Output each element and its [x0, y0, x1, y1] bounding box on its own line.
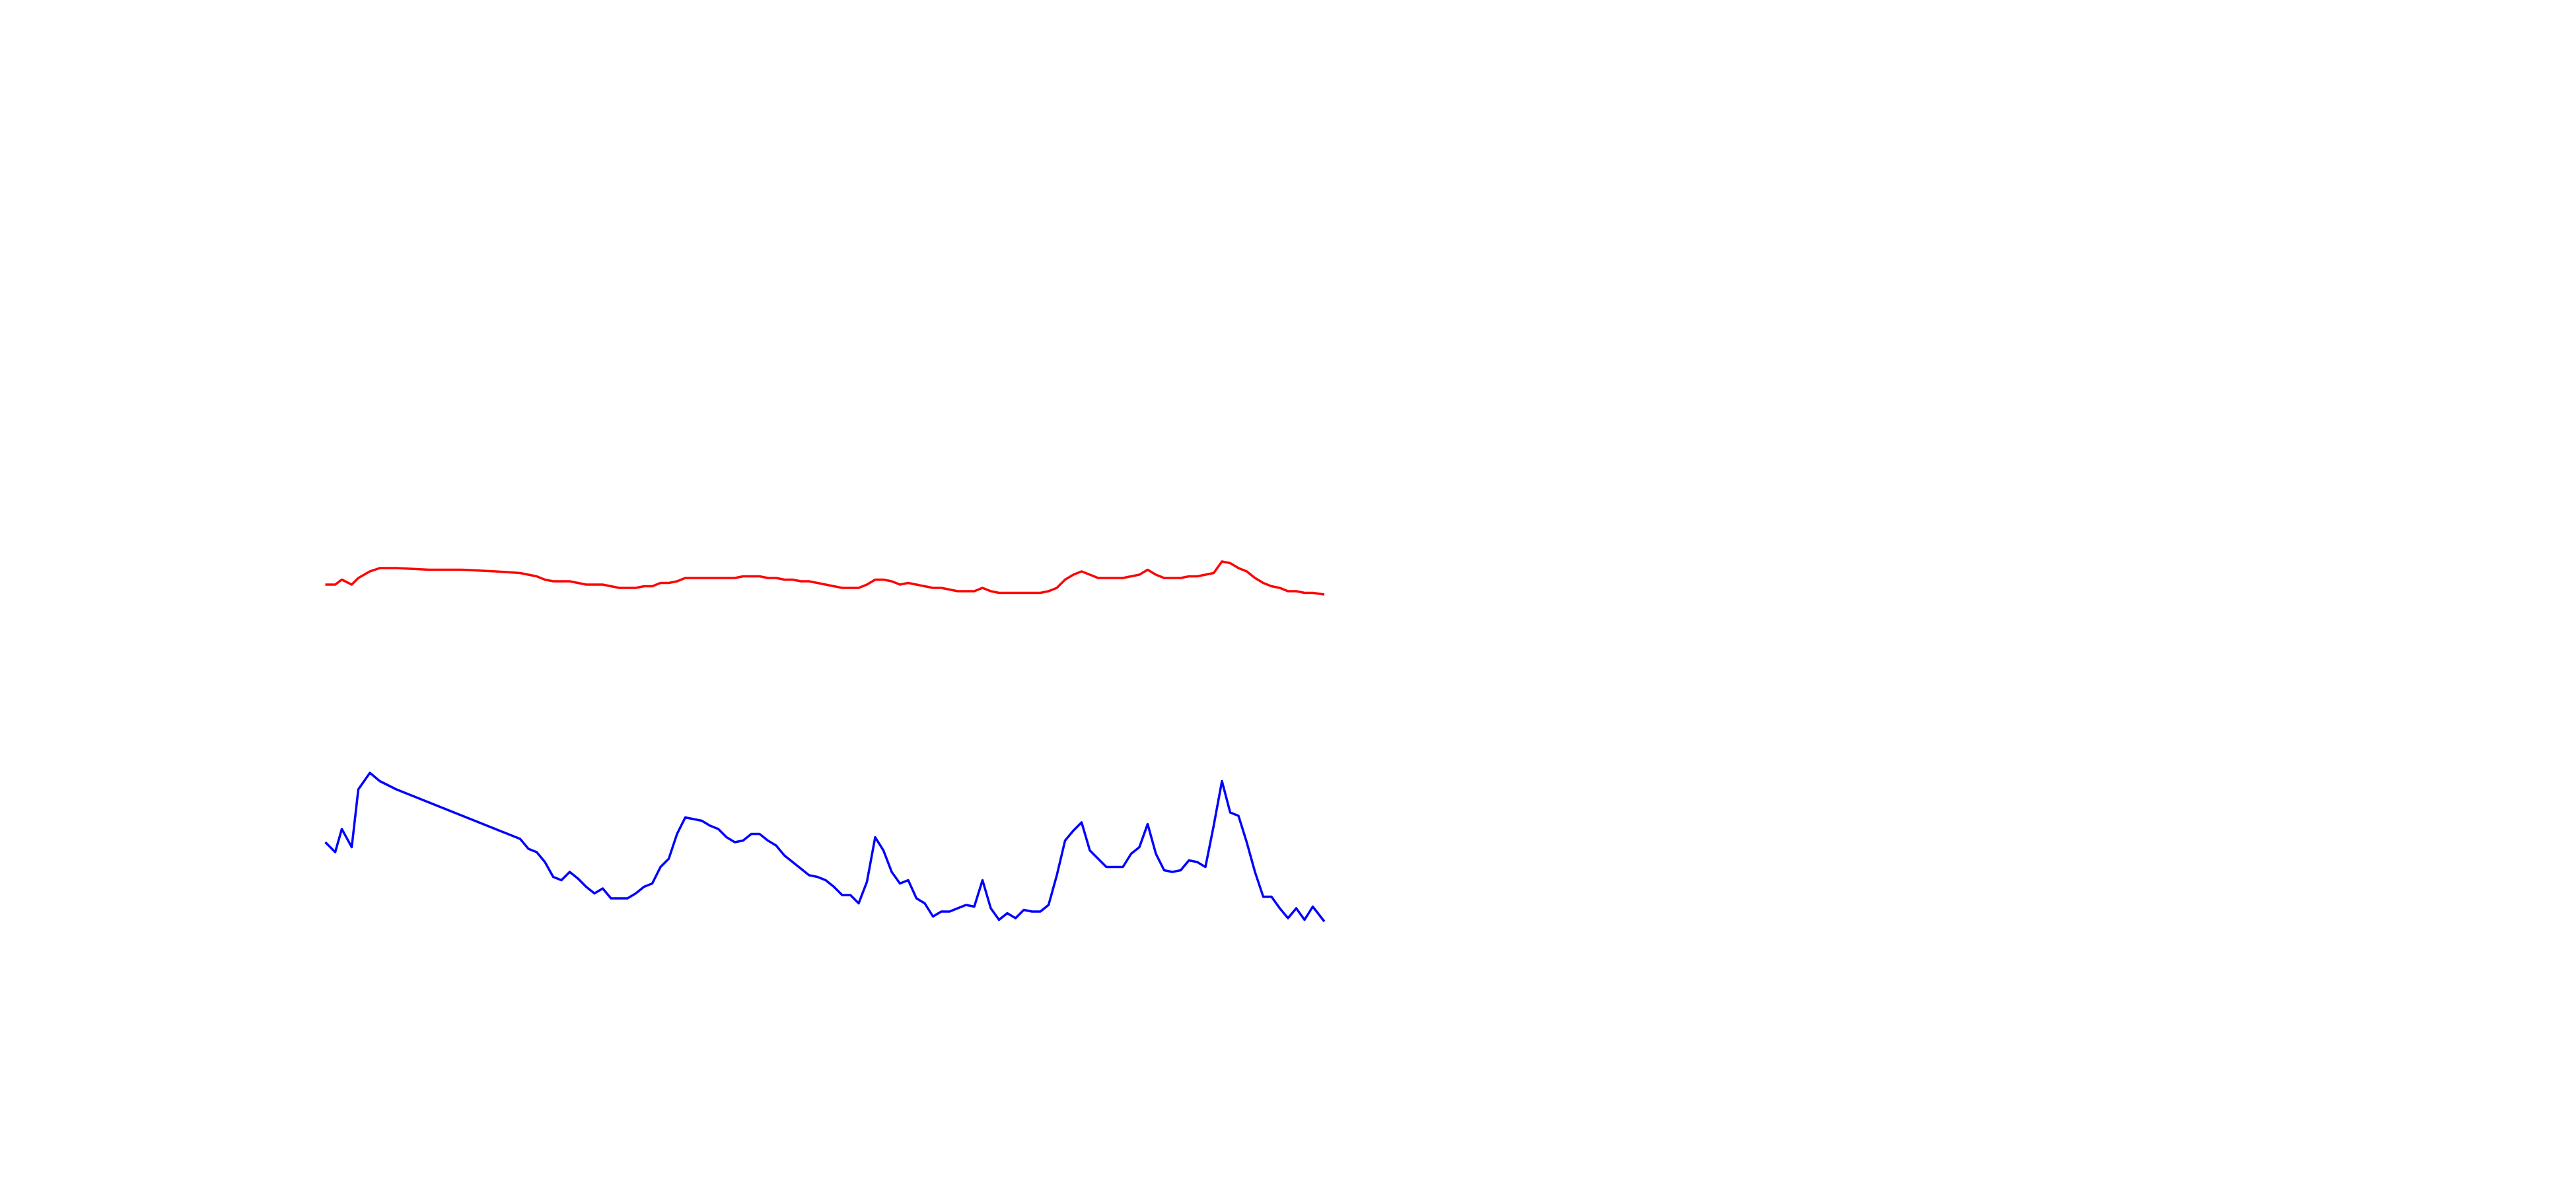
line — [325, 560, 1325, 596]
line — [324, 772, 1326, 923]
